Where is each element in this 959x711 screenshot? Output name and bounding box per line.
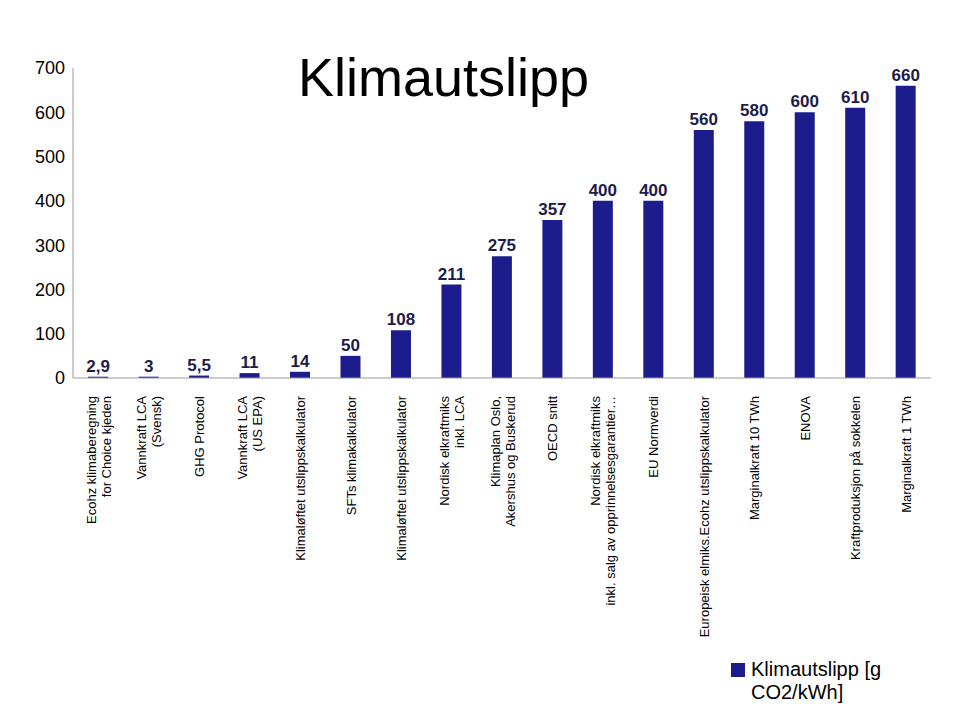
svg-text:500: 500 [35,147,65,167]
html-text:Klimautslipp: Klimautslipp [298,47,590,107]
svg-text:Ecohz klimaberegningfor Choic: Ecohz klimaberegningfor Choice kjeden [84,396,114,524]
svg-text:Klimaplan Oslo,Akershus og Bus: Klimaplan Oslo,Akershus og Buskerud [488,396,518,527]
svg-text:560: 560 [690,110,718,129]
svg-text:660: 660 [891,66,919,85]
svg-text:211: 211 [438,265,465,284]
svg-text:Vannkraft LCA(Svensk): Vannkraft LCA(Svensk) [134,396,164,480]
svg-text:SFTs klimakalkulator: SFTs klimakalkulator [344,395,359,515]
svg-text:108: 108 [387,310,415,329]
svg-text:50: 50 [341,336,360,355]
svg-text:275: 275 [488,236,516,255]
svg-text:580: 580 [740,101,768,120]
svg-text:EU Normverdi: EU Normverdi [646,396,661,478]
svg-text:100: 100 [35,324,65,344]
svg-text:610: 610 [841,88,869,107]
svg-text:GHG Protocol: GHG Protocol [192,396,207,477]
svg-text:Klimaløftet utslippskalkulator: Klimaløftet utslippskalkulator [293,395,308,560]
svg-text:200: 200 [35,280,65,300]
svg-text:600: 600 [791,92,819,111]
svg-text:400: 400 [639,181,667,200]
svg-text:357: 357 [538,200,566,219]
svg-text:Marginalkraft 1 TWh: Marginalkraft 1 TWh [899,396,914,513]
svg-text:600: 600 [35,103,65,123]
svg-text:Marginalkraft 10 TWh: Marginalkraft 10 TWh [747,396,762,520]
svg-text:2,9: 2,9 [86,357,110,376]
svg-text:3: 3 [144,357,153,376]
svg-text:Nordisk elkraftmiksinkl. salg: Nordisk elkraftmiksinkl. salg av opprinn… [588,396,618,606]
svg-text:ENOVA: ENOVA [798,396,813,441]
svg-text:700: 700 [35,58,65,78]
svg-text:400: 400 [35,191,65,211]
svg-text:14: 14 [291,352,310,371]
svg-text:Vannkraft LCA(US EPA): Vannkraft LCA(US EPA) [235,396,265,480]
html-text:Klimautslipp [g CO2/kWh]: Klimautslipp [g CO2/kWh] [751,658,882,703]
svg-text:Klimaløftet utslippskalkulator: Klimaløftet utslippskalkulator [394,395,409,560]
svg-text:Nordisk elkraftmiksinkl. LCA: Nordisk elkraftmiksinkl. LCA [437,396,467,506]
svg-text:400: 400 [589,181,617,200]
svg-text:Europeisk elmiks.Ecohz utslipp: Europeisk elmiks.Ecohz utslippskalkulato… [697,395,712,637]
svg-text:300: 300 [35,236,65,256]
svg-text:11: 11 [241,353,259,372]
svg-text:0: 0 [55,368,65,388]
svg-text:5,5: 5,5 [187,356,211,375]
svg-text:OECD snitt: OECD snitt [545,396,560,461]
svg-text:Kraftproduksjon på sokkelen: Kraftproduksjon på sokkelen [848,396,863,560]
